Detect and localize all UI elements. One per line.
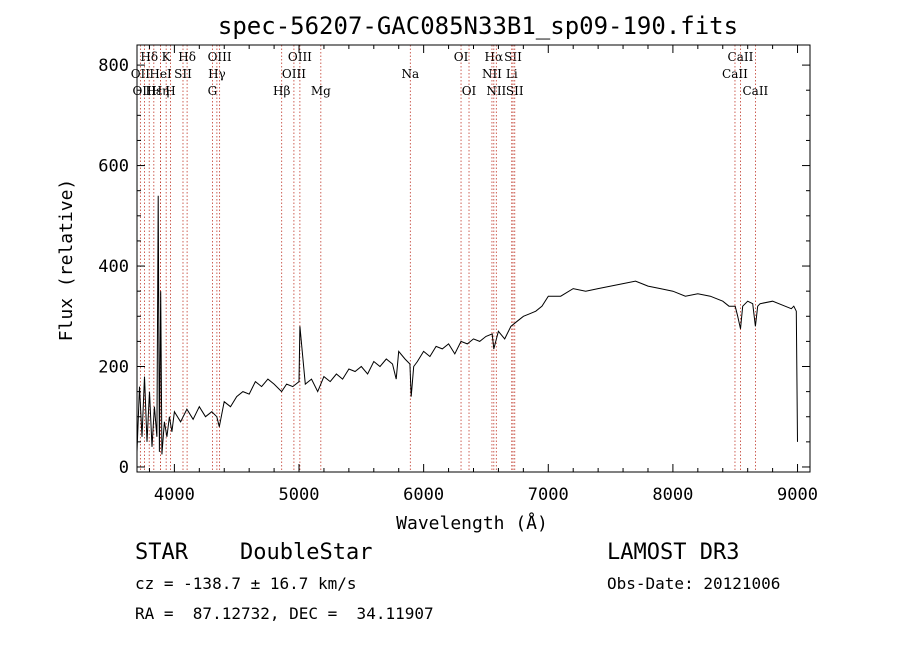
line-marker-label: SII bbox=[174, 67, 192, 81]
line-marker-label: CaII bbox=[722, 67, 748, 81]
line-marker-label: OI bbox=[454, 50, 469, 64]
line-marker-label: Na bbox=[401, 67, 419, 81]
line-marker-label: OIII bbox=[132, 84, 156, 98]
line-marker-label: CaII bbox=[728, 50, 754, 64]
x-tick-label: 6000 bbox=[403, 485, 444, 505]
line-marker-label: Hγ bbox=[208, 67, 226, 81]
line-marker-label: HeI bbox=[149, 67, 172, 81]
x-tick-label: 7000 bbox=[528, 485, 569, 505]
line-marker-label: OIII bbox=[208, 50, 232, 64]
x-tick-label: 5000 bbox=[279, 485, 320, 505]
y-tick-label: 200 bbox=[98, 358, 129, 378]
line-marker-label: H bbox=[165, 84, 175, 98]
y-tick-label: 400 bbox=[98, 257, 129, 277]
x-tick-label: 8000 bbox=[652, 485, 693, 505]
line-marker-label: OIII bbox=[288, 50, 312, 64]
line-marker-label: OI bbox=[462, 84, 477, 98]
line-marker-label: OII bbox=[131, 67, 151, 81]
axis-ticks: 4000 5000 6000 7000 8000 9000 0 200 400 600 800 bbox=[98, 45, 818, 505]
line-marker-label: NII bbox=[486, 84, 506, 98]
line-marker-label: Hα bbox=[485, 50, 504, 64]
redshift-line: cz = -138.7 ± 16.7 km/s bbox=[135, 574, 357, 593]
line-marker-label: Hδ bbox=[178, 50, 196, 64]
line-marker-label: Li bbox=[506, 67, 518, 81]
flux-series-line bbox=[136, 195, 798, 455]
subclass-label: DoubleStar bbox=[240, 540, 373, 565]
survey-label: LAMOST DR3 bbox=[607, 540, 740, 565]
line-marker-label: SII bbox=[506, 84, 524, 98]
y-tick-label: 600 bbox=[98, 157, 129, 177]
line-marker-label: K bbox=[162, 50, 172, 64]
y-tick-label: 0 bbox=[119, 458, 129, 478]
y-axis-label: Flux (relative) bbox=[56, 179, 77, 342]
line-marker-label: NII bbox=[482, 67, 502, 81]
line-marker-label: Mg bbox=[311, 84, 331, 98]
line-marker-label: Hβ bbox=[273, 84, 290, 98]
line-marker-label: SII bbox=[504, 50, 522, 64]
plot-frame bbox=[136, 44, 811, 473]
line-marker-label: CaII bbox=[742, 84, 768, 98]
chart-title: spec-56207-GAC085N33B1_sp09-190.fits bbox=[218, 12, 738, 40]
line-marker-label: Hδ bbox=[140, 50, 158, 64]
x-tick-label: 4000 bbox=[154, 485, 195, 505]
x-axis-label: Wavelength (Å) bbox=[396, 512, 548, 534]
line-marker-label: OIII bbox=[282, 67, 306, 81]
radec-line: RA = 87.12732, DEC = 34.11907 bbox=[135, 604, 434, 623]
obs-date: Obs-Date: 20121006 bbox=[607, 574, 781, 593]
class-label: STAR bbox=[135, 540, 188, 565]
line-marker-label: Hε bbox=[145, 84, 162, 98]
line-marker-label: G bbox=[208, 84, 218, 98]
y-tick-label: 800 bbox=[98, 56, 129, 76]
x-tick-label: 9000 bbox=[777, 485, 818, 505]
